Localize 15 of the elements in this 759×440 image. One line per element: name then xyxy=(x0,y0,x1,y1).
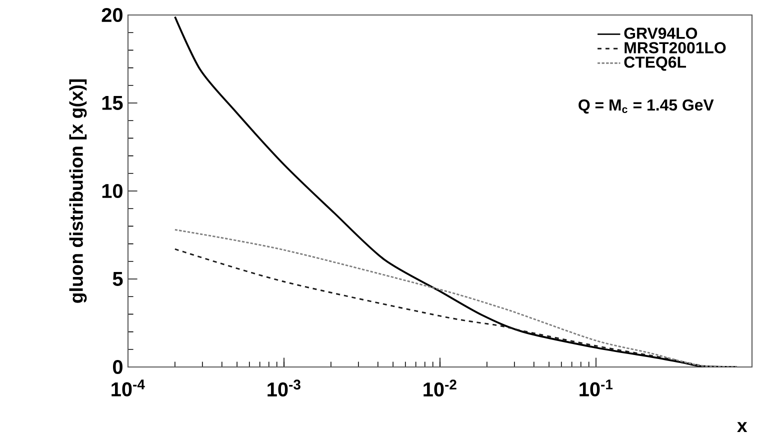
legend-label: CTEQ6L xyxy=(624,56,686,71)
x-tick-label: 10$^{-3}$ xyxy=(268,380,300,397)
y-axis-title: gluon distribution [x g(x)] xyxy=(69,79,87,303)
x-axis-title: x xyxy=(737,422,748,432)
x-tick-label: 10$^{-2}$ xyxy=(424,380,456,397)
x-tick-label: 10$^{-4}$ xyxy=(112,380,145,396)
y-tick-label: 20 xyxy=(102,8,122,22)
y-tick-label: 10 xyxy=(102,184,122,198)
annotation: Q = M$_{c}$ = 1.45 GeV xyxy=(578,99,714,114)
y-tick-label: 5 xyxy=(112,272,123,286)
y-tick-label: 15 xyxy=(102,96,123,110)
y-tick-label: 0 xyxy=(113,360,122,374)
x-tick-label: 10$^{-1}$ xyxy=(580,380,613,396)
legend-label: GRV94LO xyxy=(624,28,698,39)
legend-label: MRST2001LO xyxy=(624,42,726,54)
